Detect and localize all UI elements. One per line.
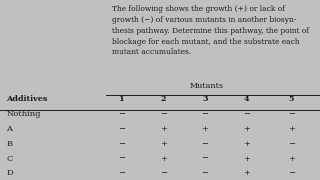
Text: −: − bbox=[160, 110, 167, 118]
Text: A: A bbox=[6, 125, 12, 133]
Text: +: + bbox=[160, 155, 167, 163]
Text: −: − bbox=[118, 140, 125, 148]
Text: +: + bbox=[243, 155, 250, 163]
Text: +: + bbox=[160, 140, 167, 148]
Text: −: − bbox=[118, 110, 125, 118]
Text: −: − bbox=[201, 110, 208, 118]
Text: −: − bbox=[288, 110, 295, 118]
Text: 2: 2 bbox=[160, 95, 166, 103]
Text: −: − bbox=[118, 125, 125, 133]
Text: +: + bbox=[160, 125, 167, 133]
Text: +: + bbox=[201, 125, 208, 133]
Text: Additives: Additives bbox=[6, 95, 48, 103]
Text: +: + bbox=[288, 155, 295, 163]
Text: +: + bbox=[243, 169, 250, 177]
Text: −: − bbox=[201, 169, 208, 177]
Text: 5: 5 bbox=[288, 95, 294, 103]
Text: 4: 4 bbox=[244, 95, 249, 103]
Text: −: − bbox=[243, 110, 250, 118]
Text: Nothing: Nothing bbox=[6, 110, 41, 118]
Text: −: − bbox=[201, 155, 208, 163]
Text: −: − bbox=[201, 140, 208, 148]
Text: −: − bbox=[118, 169, 125, 177]
Text: 1: 1 bbox=[119, 95, 124, 103]
Text: Mutants: Mutants bbox=[189, 82, 223, 90]
Text: 3: 3 bbox=[202, 95, 208, 103]
Text: B: B bbox=[6, 140, 12, 148]
Text: C: C bbox=[6, 155, 13, 163]
Text: D: D bbox=[6, 169, 13, 177]
Text: +: + bbox=[288, 125, 295, 133]
Text: +: + bbox=[243, 140, 250, 148]
Text: −: − bbox=[160, 169, 167, 177]
Text: −: − bbox=[288, 169, 295, 177]
Text: −: − bbox=[118, 155, 125, 163]
Text: The following shows the growth (+) or lack of
growth (−) of various mutants in a: The following shows the growth (+) or la… bbox=[112, 5, 309, 56]
Text: −: − bbox=[288, 140, 295, 148]
Text: +: + bbox=[243, 125, 250, 133]
